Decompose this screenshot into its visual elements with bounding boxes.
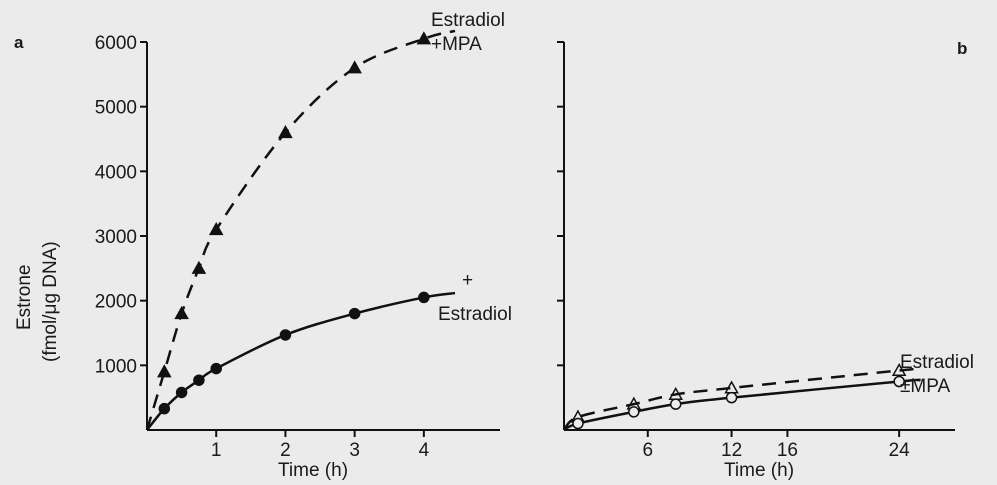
panel-a-series2-label-line2: Estradiol bbox=[438, 304, 512, 325]
data-point-marker bbox=[157, 364, 172, 378]
data-point-marker bbox=[669, 398, 682, 410]
data-point-marker bbox=[278, 124, 293, 139]
y-tick-label: 2000 bbox=[95, 292, 137, 313]
y-tick-label: 1000 bbox=[95, 356, 137, 377]
series-line bbox=[146, 291, 456, 431]
data-point-marker bbox=[893, 375, 905, 388]
y-tick-label: 6000 bbox=[95, 33, 137, 54]
data-point-marker bbox=[416, 31, 432, 45]
data-point-marker bbox=[208, 221, 224, 236]
panel-a-series bbox=[145, 29, 456, 431]
panel-a-x-ticks: 1 2 3 4 bbox=[211, 430, 430, 461]
panel-a-y-axis-title-line2: (fmol/μg DNA) bbox=[40, 241, 61, 362]
x-tick-label: 6 bbox=[642, 440, 653, 461]
data-point-marker bbox=[174, 306, 189, 320]
panel-a-letter: a bbox=[14, 33, 24, 52]
panel-a-series2-label-line1: + bbox=[462, 270, 473, 291]
data-point-marker bbox=[572, 417, 584, 430]
data-point-marker bbox=[348, 307, 361, 320]
data-point-marker bbox=[347, 60, 362, 74]
data-point-marker bbox=[191, 260, 207, 274]
data-point-marker bbox=[418, 291, 430, 304]
panel-b-chart: b 6 12 16 24 Time (h) Estradiol ±MPA bbox=[557, 39, 974, 481]
panel-b-series-label-line2: ±MPA bbox=[900, 376, 951, 397]
data-point-marker bbox=[175, 386, 188, 399]
panel-a-y-axis-title-line1: Estrone bbox=[14, 265, 35, 330]
x-tick-label: 3 bbox=[349, 440, 360, 461]
x-tick-label: 24 bbox=[889, 440, 911, 461]
panel-a-series1-label-line1: Estradiol bbox=[431, 10, 505, 31]
series-line bbox=[563, 367, 922, 431]
data-point-marker bbox=[279, 329, 292, 341]
panel-b-y-ticks bbox=[557, 41, 564, 367]
data-point-marker bbox=[210, 362, 222, 375]
x-tick-label: 16 bbox=[777, 440, 798, 461]
data-point-marker bbox=[193, 374, 205, 386]
panel-b-x-ticks: 6 12 16 24 bbox=[642, 430, 910, 461]
panel-b-series-label-line1: Estradiol bbox=[900, 352, 974, 373]
panel-b-series bbox=[563, 362, 922, 432]
data-point-marker bbox=[725, 391, 738, 404]
panel-a-x-axis-title: Time (h) bbox=[278, 460, 348, 481]
series-line bbox=[145, 29, 456, 431]
y-tick-label: 3000 bbox=[95, 227, 137, 248]
data-point-marker bbox=[628, 406, 640, 418]
data-point-marker bbox=[891, 362, 907, 377]
panel-b-letter: b bbox=[957, 39, 967, 58]
x-tick-label: 12 bbox=[721, 440, 742, 461]
x-tick-label: 2 bbox=[280, 440, 291, 461]
y-tick-label: 4000 bbox=[95, 162, 137, 183]
y-tick-label: 5000 bbox=[95, 98, 137, 119]
panel-a-y-ticks: 1000 2000 3000 4000 5000 6000 bbox=[95, 33, 147, 377]
panel-a-chart: a 1000 2000 3000 4000 5000 6000 1 2 3 4 Time (h)… bbox=[14, 10, 512, 481]
panel-a-series1-label-line2: +MPA bbox=[431, 34, 482, 55]
x-tick-label: 4 bbox=[419, 440, 430, 461]
x-tick-label: 1 bbox=[211, 440, 222, 461]
panel-b-x-axis-title: Time (h) bbox=[724, 460, 794, 481]
data-point-marker bbox=[158, 402, 171, 415]
